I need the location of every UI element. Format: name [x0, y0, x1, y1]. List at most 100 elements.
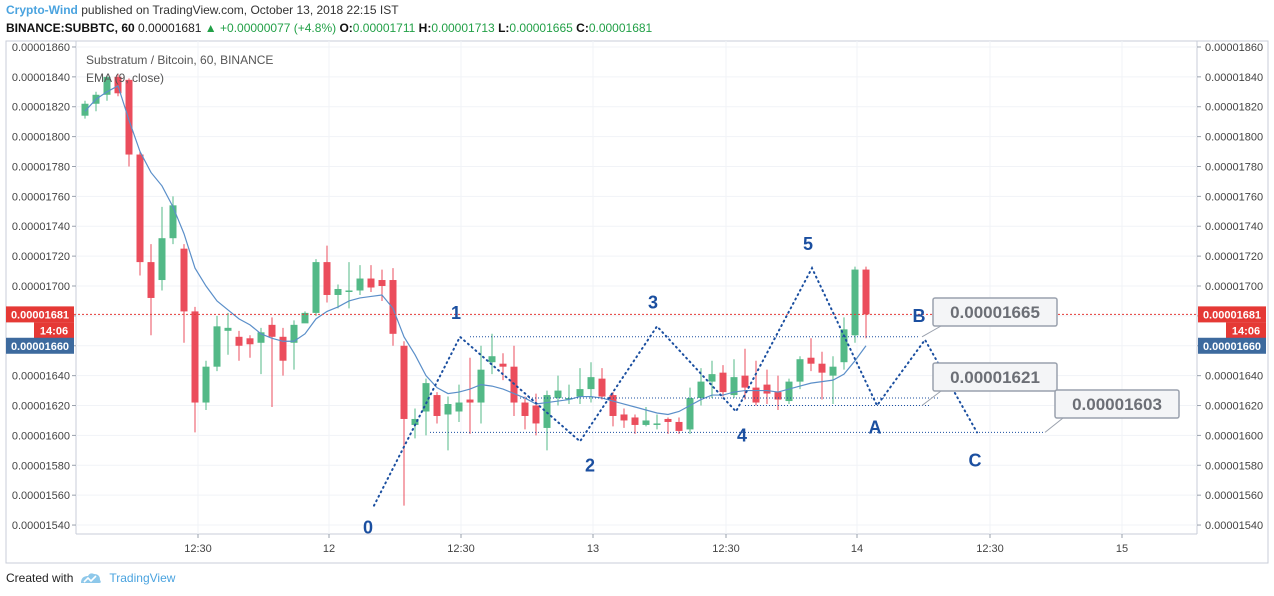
y-tick-label-right: 0.00001840 — [1205, 72, 1263, 84]
candle-body — [598, 378, 606, 397]
tradingview-logo-icon — [81, 573, 102, 583]
candle-body — [257, 332, 265, 343]
y-tick-label-left: 0.00001860 — [12, 42, 70, 54]
candle-body — [455, 402, 463, 412]
candle-body — [664, 418, 672, 422]
candle-body — [675, 421, 683, 431]
low-value: 0.00001665 — [509, 21, 573, 35]
y-tick-label-right: 0.00001540 — [1205, 520, 1263, 532]
ema-badge-left — [6, 337, 74, 354]
candle-body — [235, 336, 243, 346]
symbol-interval: BINANCE:SUBBTC, 60 — [6, 21, 135, 35]
countdown-text-right: 14:06 — [1232, 325, 1260, 337]
wave-label-0: 0 — [363, 518, 373, 538]
y-tick-label-left: 0.00001740 — [12, 221, 70, 233]
candle-body — [334, 288, 342, 295]
price-badge-text-left: 0.00001681 — [11, 309, 69, 321]
candle-body — [609, 395, 617, 416]
candle-body — [532, 405, 540, 424]
up-arrow-icon: ▲ — [204, 21, 217, 35]
candle-body — [862, 269, 870, 315]
y-tick-label-left: 0.00001620 — [12, 401, 70, 413]
candle-body — [158, 238, 166, 281]
callout-pointer — [921, 325, 942, 338]
candle-body — [301, 312, 309, 324]
y-tick-label-left: 0.00001580 — [12, 460, 70, 472]
wave-label-c: C — [969, 450, 982, 470]
wave-label-b: B — [913, 306, 926, 326]
candle-body — [114, 76, 122, 94]
y-tick-label-left: 0.00001640 — [12, 371, 70, 383]
y-tick-label-right: 0.00001820 — [1205, 102, 1263, 114]
candle-body — [444, 404, 452, 415]
x-tick-label: 15 — [1116, 543, 1128, 555]
x-tick-label: 12:30 — [184, 543, 212, 555]
y-tick-label-right: 0.00001740 — [1205, 221, 1263, 233]
y-tick-label-left: 0.00001800 — [12, 132, 70, 144]
candle-body — [202, 366, 210, 403]
y-tick-label-right: 0.00001600 — [1205, 430, 1263, 442]
candle-body — [279, 336, 287, 361]
candle-body — [81, 103, 89, 116]
created-with-label: Created with — [6, 571, 74, 585]
y-tick-label-right: 0.00001800 — [1205, 132, 1263, 144]
x-tick-label: 13 — [587, 543, 599, 555]
candle-body — [411, 418, 419, 425]
candle-body — [169, 205, 177, 239]
ema-badge-text-right: 0.00001660 — [1203, 341, 1261, 353]
high-value: 0.00001713 — [431, 21, 495, 35]
change-value: +0.00000077 (+4.8%) — [220, 21, 337, 35]
target-callout-text: 0.00001603 — [1072, 395, 1162, 414]
y-tick-label-left: 0.00001600 — [12, 430, 70, 442]
candle-body — [576, 389, 584, 397]
candle-body — [356, 278, 364, 291]
y-tick-label-right: 0.00001700 — [1205, 281, 1263, 293]
y-tick-label-right: 0.00001860 — [1205, 42, 1263, 54]
chart-title: Substratum / Bitcoin, 60, BINANCE — [86, 53, 274, 67]
tradingview-link[interactable]: TradingView — [109, 571, 176, 585]
candle-body — [180, 248, 188, 312]
open-label: O: — [339, 21, 353, 35]
countdown-text-left: 14:06 — [40, 325, 68, 337]
x-tick-label: 12:30 — [712, 543, 740, 555]
publish-info: published on TradingView.com, October 13… — [81, 3, 399, 17]
candle-body — [554, 390, 562, 399]
candle-body — [708, 374, 716, 382]
candle-body — [818, 363, 826, 373]
candle-body — [488, 356, 496, 363]
y-tick-label-right: 0.00001580 — [1205, 460, 1263, 472]
y-tick-label-right: 0.00001780 — [1205, 161, 1263, 173]
x-tick-label: 12:30 — [976, 543, 1004, 555]
candle-body — [763, 384, 771, 394]
candle-body — [499, 363, 507, 367]
candle-body — [367, 278, 375, 288]
y-tick-label-left: 0.00001560 — [12, 490, 70, 502]
candle-body — [400, 345, 408, 419]
y-tick-label-left: 0.00001720 — [12, 251, 70, 263]
author-link[interactable]: Crypto-Wind — [6, 3, 78, 17]
candle-body — [807, 357, 815, 364]
ema-line — [84, 84, 867, 416]
candle-body — [796, 359, 804, 382]
wave-label-1: 1 — [451, 303, 461, 323]
candle-body — [829, 366, 837, 376]
y-tick-label-left: 0.00001700 — [12, 281, 70, 293]
candle-body — [697, 381, 705, 399]
x-tick-label: 12 — [323, 543, 335, 555]
target-callout-text: 0.00001621 — [950, 368, 1040, 387]
candle-body — [730, 377, 738, 396]
close-value: 0.00001681 — [588, 21, 653, 35]
chart-frame — [5, 40, 1269, 564]
candle-body — [587, 377, 595, 390]
candle-body — [466, 399, 474, 403]
ema-badge-text-left: 0.00001660 — [11, 341, 69, 353]
candle-body — [224, 327, 232, 331]
wave-label-a: A — [869, 418, 882, 438]
candle-body — [290, 324, 298, 343]
candle-body — [631, 417, 639, 425]
candle-body — [213, 326, 221, 367]
callout-pointer — [921, 390, 942, 406]
candle-body — [323, 262, 331, 295]
y-tick-label-right: 0.00001620 — [1205, 401, 1263, 413]
